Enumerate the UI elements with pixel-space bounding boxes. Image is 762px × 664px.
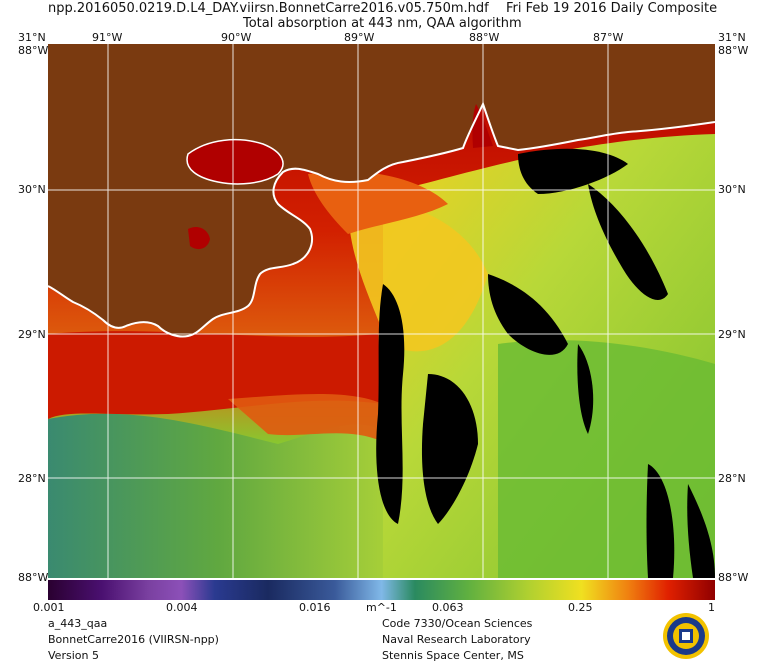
- south-east-green: [498, 340, 715, 578]
- lat-label-29n-left: 29°N: [18, 328, 46, 341]
- nrl-seal-icon: [663, 613, 709, 659]
- lat-label-29n-right: 29°N: [718, 328, 746, 341]
- cbar-tick-1: 1: [708, 601, 715, 614]
- corner-label-top-right: 31°N: [718, 31, 746, 44]
- lon-label-89w: 89°W: [344, 31, 375, 44]
- coastline: [48, 101, 715, 338]
- product-subtitle: Total absorption at 443 nm, QAA algorith…: [243, 16, 522, 31]
- footer-dataset: BonnetCarre2016 (VIIRSN-npp): [48, 633, 219, 646]
- cbar-tick-0063: 0.063: [432, 601, 464, 614]
- cbar-tick-0004: 0.004: [166, 601, 198, 614]
- lat-label-30n-right: 30°N: [718, 183, 746, 196]
- corner-label-bottom-right: 88°W: [718, 571, 749, 584]
- footer-code: Code 7330/Ocean Sciences: [382, 617, 533, 630]
- cbar-tick-0001: 0.001: [33, 601, 65, 614]
- nodata-band-7: [577, 344, 594, 434]
- nodata-band-5: [421, 374, 478, 524]
- orange-plume: [308, 171, 448, 234]
- southwest-water: [48, 413, 388, 578]
- footer-product: a_443_qaa: [48, 617, 108, 630]
- colorbar-ramp: [48, 580, 715, 600]
- lat-label-30n-left: 30°N: [18, 183, 46, 196]
- lon-label-87w: 87°W: [593, 31, 624, 44]
- lat-label-28n-right: 28°N: [718, 472, 746, 485]
- lon-label-88w: 88°W: [469, 31, 500, 44]
- corner-label-top-right-2: 88°W: [718, 44, 749, 57]
- nodata-band-6: [646, 464, 675, 578]
- corner-label-bottom-left: 88°W: [18, 571, 49, 584]
- lake-pontchartrain: [187, 139, 283, 184]
- cbar-tick-025: 0.25: [568, 601, 593, 614]
- lon-label-90w: 90°W: [221, 31, 252, 44]
- orange-transition: [228, 394, 388, 444]
- footer-lab: Naval Research Laboratory: [382, 633, 531, 646]
- corner-label-top-left: 31°N: [18, 31, 46, 44]
- nodata-band-8: [687, 484, 715, 578]
- footer-location: Stennis Space Center, MS: [382, 649, 524, 662]
- cbar-unit: m^-1: [366, 601, 397, 614]
- file-title: npp.2016050.0219.D.L4_DAY.viirsn.BonnetC…: [48, 1, 489, 16]
- corner-label-top-left-2: 88°W: [18, 44, 49, 57]
- nodata-band-2: [488, 274, 568, 355]
- colorbar: [48, 580, 715, 600]
- graticule: [48, 44, 715, 578]
- land-mass: [48, 44, 715, 337]
- cbar-tick-0016: 0.016: [299, 601, 331, 614]
- nodata-band-3: [518, 148, 628, 194]
- absorption-map: [48, 44, 715, 578]
- lon-label-91w: 91°W: [92, 31, 123, 44]
- date-title: Fri Feb 19 2016 Daily Composite: [506, 1, 718, 16]
- lat-label-28n-left: 28°N: [18, 472, 46, 485]
- barataria-water: [188, 227, 210, 250]
- footer-version: Version 5: [48, 649, 99, 662]
- nodata-band-1: [376, 284, 405, 524]
- lake-outline: [186, 138, 284, 185]
